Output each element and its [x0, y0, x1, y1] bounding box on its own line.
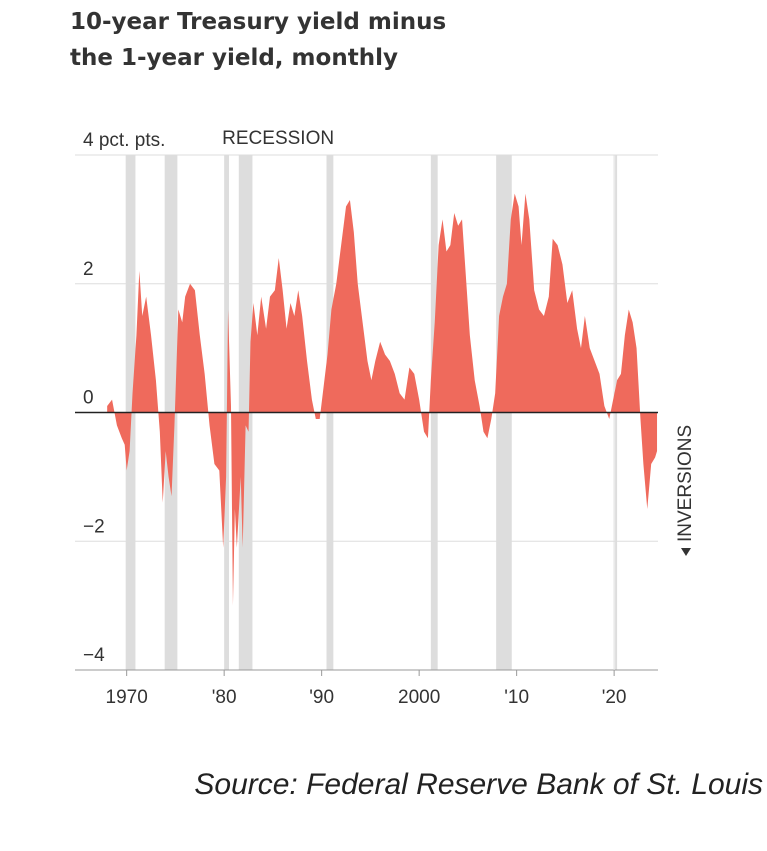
area	[107, 193, 658, 606]
chart-title: 10-year Treasury yield minus the 1-year …	[70, 9, 447, 71]
x-tick-label: 1970	[106, 687, 148, 708]
annotation-arrow	[681, 548, 691, 556]
x-tick-label: '80	[212, 687, 237, 708]
y-tick-label: −2	[83, 516, 105, 537]
x-tick-label: 2000	[398, 687, 440, 708]
x-tick-label: '90	[309, 687, 334, 708]
foreground-layer: RECESSION −4 −2 0 2 4 pct. pts. 1970 '80 '90 2000…	[75, 128, 658, 708]
annotation: INVERSIONS	[675, 425, 696, 542]
y-tick-label: −4	[83, 645, 105, 666]
y-tick-label: 0	[83, 388, 94, 409]
x-tick-label: '20	[602, 687, 627, 708]
y-tick-label: 4 pct. pts.	[83, 130, 165, 151]
recession-label: RECESSION	[222, 128, 334, 149]
x-tick-label: '10	[504, 687, 529, 708]
y-tick-label: 2	[83, 259, 94, 280]
source: Source: Federal Reserve Bank of St. Loui…	[194, 768, 763, 801]
